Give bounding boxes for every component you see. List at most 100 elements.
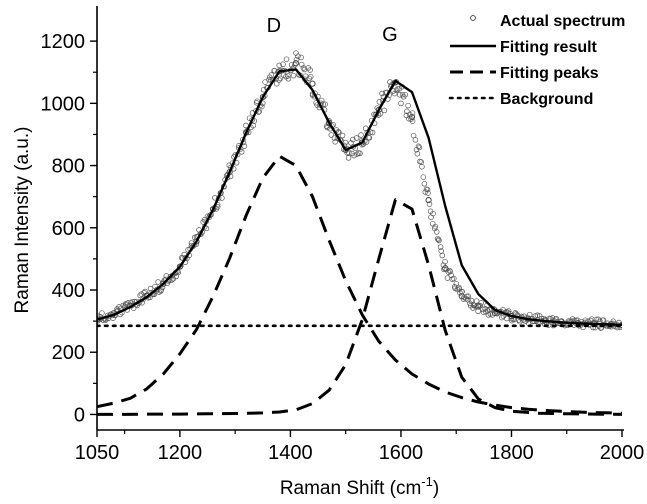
data-point <box>350 136 356 143</box>
data-point <box>345 155 352 161</box>
data-point <box>425 197 432 204</box>
legend-label: Background <box>500 91 593 108</box>
data-point <box>285 73 291 79</box>
peak-label: D <box>267 15 281 37</box>
legend-label: Fitting result <box>500 39 598 56</box>
data-point <box>138 291 145 297</box>
data-point <box>293 50 299 56</box>
data-point <box>271 67 278 74</box>
data-point <box>339 132 346 139</box>
data-point <box>440 262 447 268</box>
data-point <box>241 143 248 149</box>
data-point <box>419 163 425 170</box>
data-point <box>478 300 484 306</box>
data-point <box>381 107 388 114</box>
data-point <box>290 72 297 79</box>
data-point <box>129 298 136 305</box>
data-point <box>328 132 335 138</box>
data-point <box>369 129 376 136</box>
data-point <box>421 181 428 187</box>
data-point <box>447 268 453 275</box>
x-tick-label: 1600 <box>379 442 424 464</box>
data-point <box>549 315 556 321</box>
legend: Actual spectrum Fitting result Fitting pea… <box>448 13 625 108</box>
data-point <box>394 86 401 92</box>
series-group <box>97 50 622 416</box>
data-point <box>357 150 363 157</box>
data-point <box>391 90 398 97</box>
data-point <box>293 56 300 63</box>
data-point <box>155 279 161 285</box>
data-point <box>433 229 440 235</box>
data-point <box>295 53 301 59</box>
data-point <box>475 308 481 315</box>
x-tick-label: 2000 <box>600 442 645 464</box>
legend-symbol <box>470 15 476 21</box>
x-axis-title: Raman Shift (cm-1) <box>280 474 439 499</box>
data-point <box>158 287 165 293</box>
data-point <box>505 308 512 314</box>
data-point <box>468 297 475 304</box>
data-point <box>140 296 146 303</box>
data-point <box>409 110 416 116</box>
data-point <box>318 97 325 104</box>
y-axis-title: Raman Intensity (a.u.) <box>12 127 33 314</box>
data-point <box>358 132 364 138</box>
data-point <box>451 275 457 282</box>
data-point <box>254 98 260 104</box>
data-point <box>276 62 282 69</box>
x-tick-label: 1400 <box>268 442 313 464</box>
data-point <box>424 186 431 193</box>
data-point <box>405 102 411 109</box>
data-point <box>363 139 370 145</box>
data-point <box>307 73 314 80</box>
data-point <box>342 139 349 146</box>
data-point <box>322 101 328 107</box>
data-point <box>163 273 170 279</box>
data-point <box>307 67 313 73</box>
y-tick-label: 0 <box>74 404 85 426</box>
data-point <box>393 87 400 94</box>
data-point <box>331 135 338 141</box>
data-point <box>442 258 448 265</box>
y-tick-label: 400 <box>52 280 85 302</box>
y-tick-label: 1200 <box>41 31 86 53</box>
data-point <box>137 292 143 299</box>
data-point <box>128 300 134 306</box>
data-point <box>260 86 267 93</box>
data-point <box>430 210 436 217</box>
data-point <box>398 100 404 107</box>
data-point <box>508 317 515 324</box>
data-point <box>409 118 416 124</box>
series-line-1 <box>97 68 622 326</box>
y-tick-label: 200 <box>52 342 85 364</box>
data-point <box>499 314 505 321</box>
data-point <box>120 302 126 309</box>
data-point <box>283 56 290 62</box>
peak-label: G <box>382 24 398 46</box>
data-point <box>425 190 431 196</box>
x-axis-title-main: Raman Shift (cm <box>280 478 421 499</box>
data-point <box>346 149 352 156</box>
data-point <box>351 152 357 159</box>
data-point <box>142 288 148 295</box>
series-line-2 <box>97 154 622 415</box>
data-point <box>175 269 182 276</box>
axes: 1050 1200 1400 1600 1800 2000 0 200 400 600 800 100… <box>41 6 645 464</box>
data-point <box>442 265 449 272</box>
data-point <box>99 310 105 316</box>
data-point <box>437 244 444 250</box>
data-point <box>354 151 360 157</box>
legend-label: Fitting peaks <box>500 65 599 82</box>
data-point <box>439 252 446 259</box>
data-point <box>416 144 423 151</box>
data-point <box>147 285 154 292</box>
data-point <box>277 75 284 82</box>
data-point <box>412 137 419 143</box>
data-point <box>297 72 304 79</box>
data-point <box>459 288 465 295</box>
x-tick-label: 1200 <box>158 442 203 464</box>
data-point <box>268 72 275 78</box>
